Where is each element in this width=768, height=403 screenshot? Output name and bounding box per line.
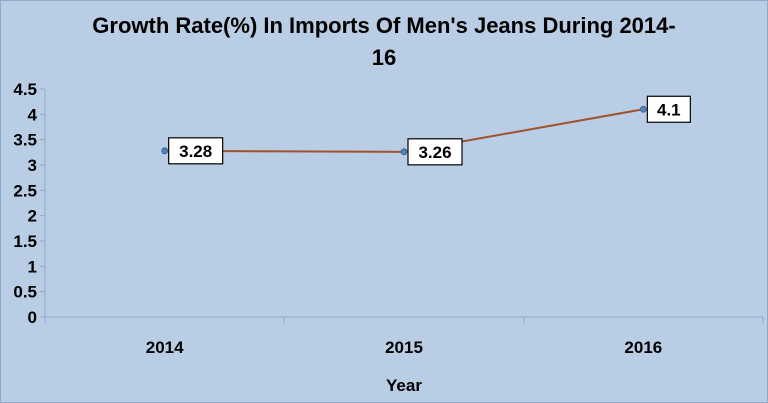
- y-tick-label: 0.5: [13, 283, 37, 302]
- data-point: [639, 105, 647, 113]
- chart-title-line-2: 16: [371, 45, 397, 70]
- data-label: 4.1: [657, 100, 681, 119]
- series-line: [164, 108, 644, 153]
- x-tick-label: 2014: [146, 338, 184, 357]
- data-label: 3.26: [418, 143, 451, 162]
- data-label-box: [407, 138, 463, 166]
- y-tick-label: 4: [28, 105, 38, 124]
- data-label-box: [168, 137, 224, 165]
- y-tick-label: 1: [28, 257, 37, 276]
- y-tick-label: 0: [28, 308, 37, 327]
- y-tick-label: 1.5: [13, 232, 37, 251]
- x-axis-title: Year: [386, 376, 422, 395]
- y-tick-label: 2.5: [13, 181, 37, 200]
- x-tick-label: 2015: [385, 338, 423, 357]
- data-point: [400, 148, 408, 156]
- y-tick-label: 2: [28, 207, 37, 226]
- y-tick-label: 4.5: [13, 80, 37, 99]
- y-tick-label: 3: [28, 156, 37, 175]
- data-label-box: [646, 95, 691, 123]
- data-point: [161, 147, 169, 155]
- y-tick-label: 3.5: [13, 131, 37, 150]
- data-label: 3.28: [179, 142, 212, 161]
- x-tick-label: 2016: [624, 338, 662, 357]
- chart-title-line-1: Growth Rate(%) In Imports Of Men's Jeans…: [92, 13, 676, 38]
